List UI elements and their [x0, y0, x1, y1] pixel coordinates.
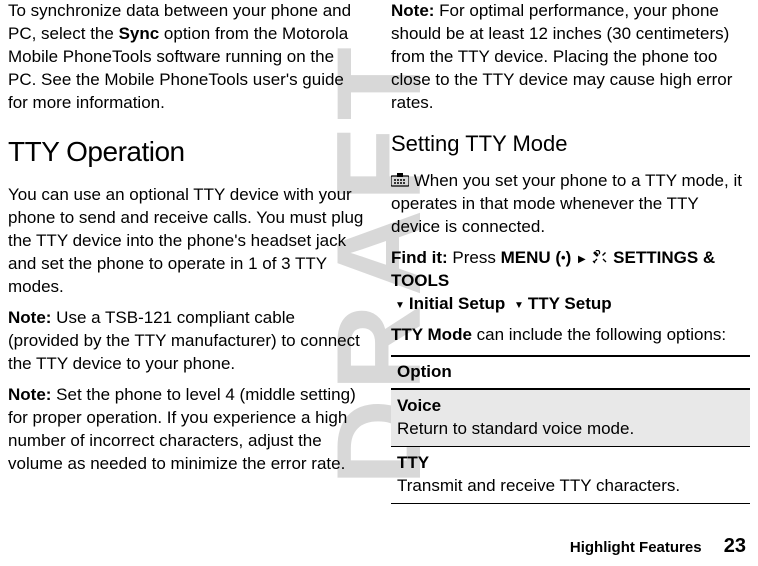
left-column: To synchronize data between your phone a… — [8, 0, 367, 510]
note1-text: Use a TSB-121 compliant cable (provided … — [8, 308, 360, 373]
option-desc: Return to standard voice mode. — [397, 419, 634, 438]
option-header: Option — [391, 356, 750, 389]
sync-label: Sync — [119, 24, 160, 43]
tools-icon — [592, 248, 608, 262]
note1-label: Note: — [8, 308, 51, 327]
find-it-press: Press — [448, 248, 501, 267]
note3-text: For optimal performance, your phone shou… — [391, 1, 732, 112]
setting-tty-para1: When you set your phone to a TTY mode, i… — [391, 170, 750, 239]
options-table: Option Voice Return to standard voice mo… — [391, 355, 750, 504]
tty-note2: Note: Set the phone to level 4 (middle s… — [8, 384, 367, 476]
note2-text: Set the phone to level 4 (middle setting… — [8, 385, 356, 473]
tty-mode-text: can include the following options: — [472, 325, 726, 344]
footer-section: Highlight Features — [570, 539, 702, 556]
tty-mode-label: TTY Mode — [391, 325, 472, 344]
table-row: TTY Transmit and receive TTY characters. — [391, 446, 750, 503]
sync-paragraph: To synchronize data between your phone a… — [8, 0, 367, 115]
tty-setup-label: TTY Setup — [528, 294, 612, 313]
tty-operation-heading: TTY Operation — [8, 133, 367, 171]
setting-tty-mode-heading: Setting TTY Mode — [391, 129, 750, 159]
option-label: TTY — [397, 453, 429, 472]
option-cell-tty: TTY Transmit and receive TTY characters. — [391, 446, 750, 503]
menu-key: MENU (•) — [501, 248, 572, 267]
right-column: Note: For optimal performance, your phon… — [391, 0, 750, 510]
page-number: 23 — [724, 535, 746, 557]
tty-mode-line: TTY Mode can include the following optio… — [391, 324, 750, 347]
table-row: Voice Return to standard voice mode. — [391, 389, 750, 446]
note2-label: Note: — [8, 385, 51, 404]
tty-note1: Note: Use a TSB-121 compliant cable (pro… — [8, 307, 367, 376]
find-it-label: Find it: — [391, 248, 448, 267]
option-desc: Transmit and receive TTY characters. — [397, 476, 680, 495]
triangle-right-icon: ▶ — [578, 253, 586, 267]
page-content: To synchronize data between your phone a… — [0, 0, 758, 510]
triangle-down-icon-2: ▼ — [514, 299, 524, 313]
tty-para1: You can use an optional TTY device with … — [8, 184, 367, 299]
tty-icon — [391, 171, 409, 185]
option-cell-voice: Voice Return to standard voice mode. — [391, 389, 750, 446]
triangle-down-icon: ▼ — [395, 299, 405, 313]
tty-note3: Note: For optimal performance, your phon… — [391, 0, 750, 115]
find-it-line: Find it: Press MENU (•) ▶ SETTINGS & TOO… — [391, 247, 750, 316]
initial-setup-label: Initial Setup — [409, 294, 505, 313]
setting-tty-para1-text: When you set your phone to a TTY mode, i… — [391, 171, 742, 236]
option-label: Voice — [397, 396, 441, 415]
note3-label: Note: — [391, 1, 434, 20]
page-footer: Highlight Features 23 — [570, 535, 746, 558]
